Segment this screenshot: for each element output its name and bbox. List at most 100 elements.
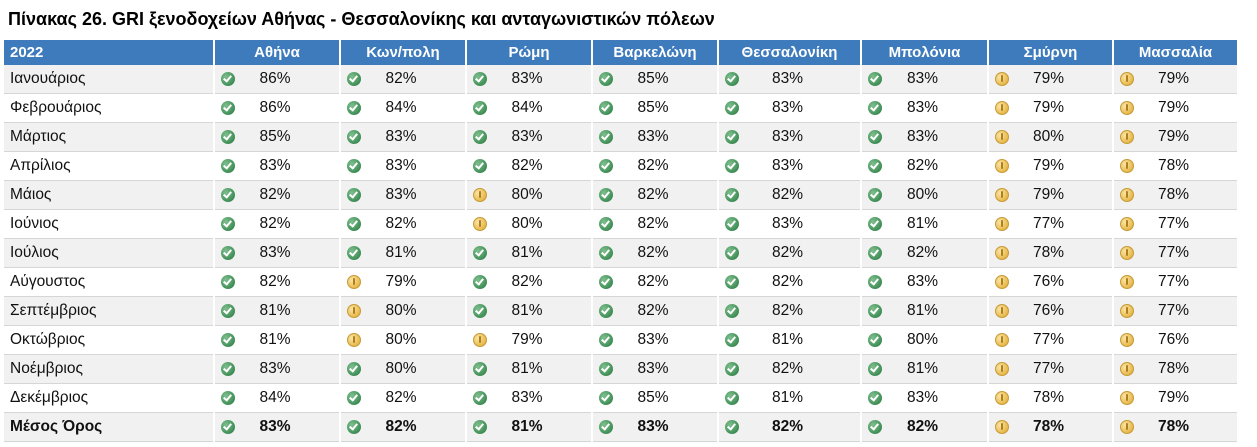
table-cell: 81% xyxy=(466,296,593,326)
table-cell: 82% xyxy=(592,209,719,239)
cell-value: 86% xyxy=(259,99,291,116)
table-cell: 81% xyxy=(214,325,341,355)
table-row: Απρίλιος 83% 83% 82% 82% 83% 82% 79% 78% xyxy=(4,151,1239,181)
cell-value: 84% xyxy=(385,99,417,116)
cell-value: 79% xyxy=(1157,128,1190,145)
cell-value: 79% xyxy=(511,331,543,348)
table-cell: 83% xyxy=(340,180,467,210)
cell-value: 82% xyxy=(259,215,291,232)
check-circle-icon xyxy=(221,130,235,144)
cell-value: 82% xyxy=(385,70,417,87)
month-label: Σεπτέμβριος xyxy=(4,296,215,326)
table-cell: 80% xyxy=(861,325,989,355)
cell-value: 83% xyxy=(259,157,291,174)
table-row: Ιούνιος 82% 82% 80% 82% 83% 81% 77% 77% xyxy=(4,209,1239,239)
table-cell: 79% xyxy=(1113,93,1239,123)
cell-value: 85% xyxy=(637,99,669,116)
warning-circle-icon xyxy=(995,101,1009,115)
table-row: Νοέμβριος 83% 80% 81% 83% 82% 81% 77% 78% xyxy=(4,354,1239,384)
warning-circle-icon xyxy=(995,362,1009,376)
table-cell: 81% xyxy=(861,296,989,326)
table-cell: 79% xyxy=(988,93,1114,123)
cell-value: 77% xyxy=(1032,215,1065,232)
cell-value: 79% xyxy=(385,273,417,290)
check-circle-icon xyxy=(868,72,882,86)
check-circle-icon xyxy=(347,362,361,376)
cell-value: 83% xyxy=(906,99,939,116)
check-circle-icon xyxy=(725,130,739,144)
warning-circle-icon xyxy=(995,130,1009,144)
check-circle-icon xyxy=(473,362,487,376)
table-cell: 81% xyxy=(718,325,862,355)
cell-value: 82% xyxy=(771,360,804,377)
cell-value: 83% xyxy=(637,128,669,145)
warning-circle-icon xyxy=(1120,101,1134,115)
warning-circle-icon xyxy=(995,391,1009,405)
check-circle-icon xyxy=(599,362,613,376)
check-circle-icon xyxy=(725,101,739,115)
table-cell: 82% xyxy=(340,209,467,239)
table-row: Φεβρουάριος 86% 84% 84% 85% 83% 83% 79% 79% xyxy=(4,93,1239,123)
table-cell: 78% xyxy=(988,412,1114,442)
cell-value: 79% xyxy=(1032,99,1065,116)
check-circle-icon xyxy=(868,246,882,260)
column-header: Θεσσαλονίκη xyxy=(718,40,862,65)
cell-value: 82% xyxy=(771,418,804,435)
cell-value: 83% xyxy=(511,70,543,87)
check-circle-icon xyxy=(599,420,613,434)
table-cell: 85% xyxy=(592,65,719,94)
cell-value: 81% xyxy=(906,302,939,319)
table-cell: 86% xyxy=(214,65,341,94)
check-circle-icon xyxy=(725,246,739,260)
column-header: Κων/πολη xyxy=(340,40,467,65)
cell-value: 78% xyxy=(1157,360,1190,377)
cell-value: 82% xyxy=(637,215,669,232)
check-circle-icon xyxy=(725,333,739,347)
cell-value: 80% xyxy=(385,360,417,377)
warning-circle-icon xyxy=(995,333,1009,347)
table-cell: 79% xyxy=(1113,65,1239,94)
cell-value: 82% xyxy=(637,273,669,290)
table-cell: 82% xyxy=(718,238,862,268)
warning-circle-icon xyxy=(473,333,487,347)
cell-value: 82% xyxy=(771,302,804,319)
warning-circle-icon xyxy=(995,72,1009,86)
table-cell: 83% xyxy=(340,122,467,152)
check-circle-icon xyxy=(221,159,235,173)
cell-value: 83% xyxy=(637,331,669,348)
cell-value: 82% xyxy=(511,157,543,174)
check-circle-icon xyxy=(347,72,361,86)
gri-table: 2022 Αθήνα Κων/πολη Ρώμη Βαρκελώνη Θεσσαλονί… xyxy=(4,40,1239,442)
cell-value: 83% xyxy=(511,389,543,406)
cell-value: 83% xyxy=(771,70,804,87)
table-cell: 82% xyxy=(718,267,862,297)
cell-value: 81% xyxy=(906,215,939,232)
check-circle-icon xyxy=(599,246,613,260)
header-row: 2022 Αθήνα Κων/πολη Ρώμη Βαρκελώνη Θεσσαλονί… xyxy=(4,40,1239,65)
cell-value: 76% xyxy=(1157,331,1190,348)
warning-circle-icon xyxy=(995,246,1009,260)
month-label: Νοέμβριος xyxy=(4,354,215,384)
table-cell: 82% xyxy=(592,180,719,210)
table-cell: 86% xyxy=(214,93,341,123)
warning-circle-icon xyxy=(995,420,1009,434)
table-cell: 82% xyxy=(592,238,719,268)
table-cell: 83% xyxy=(214,238,341,268)
cell-value: 78% xyxy=(1032,418,1065,435)
warning-circle-icon xyxy=(1120,72,1134,86)
cell-value: 82% xyxy=(637,244,669,261)
cell-value: 82% xyxy=(771,273,804,290)
warning-circle-icon xyxy=(1120,420,1134,434)
warning-circle-icon xyxy=(1120,188,1134,202)
table-cell: 78% xyxy=(988,238,1114,268)
average-row: Μέσος Όρος 83% 82% 81% 83% 82% 82% 78% 78% xyxy=(4,412,1239,442)
cell-value: 82% xyxy=(259,273,291,290)
cell-value: 83% xyxy=(771,157,804,174)
table-cell: 80% xyxy=(861,180,989,210)
table-cell: 77% xyxy=(1113,296,1239,326)
cell-value: 80% xyxy=(1032,128,1065,145)
table-cell: 76% xyxy=(988,296,1114,326)
table-cell: 85% xyxy=(592,93,719,123)
table-row: Σεπτέμβριος 81% 80% 81% 82% 82% 81% 76% 77% xyxy=(4,296,1239,326)
check-circle-icon xyxy=(599,217,613,231)
